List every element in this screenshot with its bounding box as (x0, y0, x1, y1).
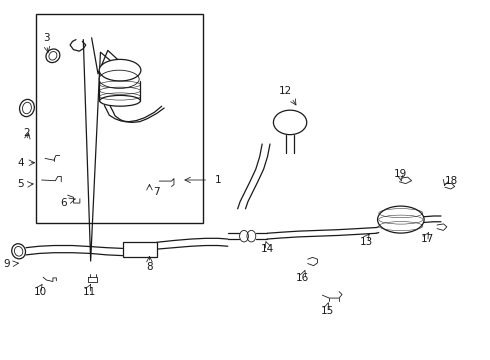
Bar (122, 242, 157, 257)
Text: 4: 4 (17, 158, 24, 168)
Text: 12: 12 (278, 86, 292, 96)
Text: 2: 2 (24, 128, 30, 138)
Text: 8: 8 (146, 262, 153, 272)
Text: 16: 16 (296, 273, 310, 283)
Ellipse shape (100, 95, 140, 106)
Text: 10: 10 (34, 287, 47, 297)
Text: 3: 3 (43, 33, 50, 43)
Text: 9: 9 (3, 258, 10, 269)
Text: 7: 7 (153, 186, 160, 197)
Text: 14: 14 (260, 244, 274, 254)
Ellipse shape (273, 110, 307, 135)
Text: 13: 13 (360, 237, 373, 247)
Text: 6: 6 (60, 198, 67, 208)
Text: 15: 15 (320, 306, 334, 316)
Ellipse shape (378, 206, 424, 233)
Text: 17: 17 (420, 234, 434, 244)
Ellipse shape (99, 59, 141, 81)
Text: 11: 11 (82, 287, 96, 297)
Text: 1: 1 (215, 175, 221, 185)
Bar (36, 14, 203, 223)
Text: 19: 19 (394, 168, 408, 179)
Text: 5: 5 (17, 179, 24, 189)
Text: 18: 18 (445, 176, 459, 186)
